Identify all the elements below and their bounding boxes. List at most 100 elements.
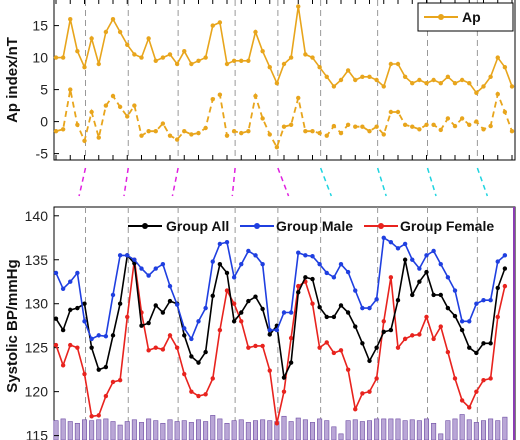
bottom-y-tick-label: 135 (25, 252, 49, 268)
group-female-point (474, 389, 479, 394)
bp-bar (338, 433, 344, 440)
group-male-point (296, 250, 301, 255)
bp-bar (224, 422, 230, 440)
group-all-point (502, 266, 508, 271)
group-all-point (217, 261, 223, 267)
group-male-point (488, 298, 493, 303)
bp-bar (302, 419, 308, 440)
group-female-point (360, 391, 365, 396)
group-all-point (338, 303, 344, 308)
ap-dashed-point (402, 122, 408, 128)
ap-dashed-point (417, 127, 422, 132)
group-all-point (60, 327, 66, 333)
bp-bar (146, 418, 152, 440)
bp-bar (466, 419, 472, 440)
ap-dashed-point (103, 103, 109, 108)
group-female-point (459, 398, 465, 403)
ap-point (345, 68, 351, 73)
group-male-point (367, 305, 372, 311)
ap-dashed-point (467, 122, 472, 128)
ap-dashed-point (132, 103, 137, 108)
group-all-point (210, 293, 215, 299)
group-all-point (395, 298, 401, 303)
ap-point (452, 81, 458, 86)
ap-dashed-point (196, 130, 201, 136)
group-female-point (110, 379, 116, 385)
group-female-point (68, 342, 73, 348)
group-all-point (89, 345, 94, 350)
group-all-point (96, 367, 101, 372)
group-all-point (481, 341, 486, 346)
top-y-tick-label: 0 (40, 114, 48, 130)
bp-bar (331, 426, 337, 440)
group-female-point (296, 283, 301, 289)
ap-dashed-point (217, 92, 223, 97)
ap-point (68, 17, 73, 22)
bp-bar (431, 422, 437, 440)
group-all-point (182, 333, 187, 338)
ap-dashed-point (410, 124, 415, 129)
group-male-point (125, 253, 130, 258)
ap-dashed-point (96, 135, 101, 140)
bp-bar (74, 422, 80, 440)
group-female-point (96, 413, 101, 418)
group-male-point (324, 270, 329, 276)
bottom-reference-lines (85, 207, 478, 440)
top-legend: Ap (417, 2, 514, 32)
group-male-line (55, 236, 506, 341)
group-all-point (153, 303, 158, 308)
bp-bar (480, 420, 487, 440)
legend-female-marker (378, 223, 384, 229)
bottom-y-axis-label: Systolic BP/mmHg (4, 259, 21, 392)
ap-point (410, 81, 415, 86)
bp-bar (60, 418, 66, 440)
ap-point (324, 74, 329, 80)
ap-dashed-point (210, 97, 215, 102)
group-male-point (402, 241, 408, 247)
ap-dashed-point (125, 114, 130, 119)
group-female-point (481, 378, 486, 383)
group-female-point (402, 336, 408, 342)
bp-bar (352, 419, 358, 440)
group-female-point (89, 414, 94, 419)
bp-bar (402, 420, 408, 440)
group-male-point (267, 327, 272, 333)
ap-dashed-point (203, 125, 208, 131)
ap-point (89, 36, 94, 41)
ap-point (160, 55, 166, 60)
ap-dashed-point (374, 124, 379, 129)
ap-point (374, 77, 379, 83)
ap-dashed-point (424, 122, 429, 128)
bottom-series-group (53, 235, 508, 426)
ap-point (246, 58, 251, 63)
ap-point (338, 77, 344, 83)
group-all-point (75, 305, 80, 311)
group-female-point (75, 345, 80, 350)
group-male-point (317, 261, 322, 267)
group-male-point (89, 336, 94, 342)
bp-bar (181, 420, 187, 440)
group-male-point (68, 279, 73, 284)
group-all-point (331, 314, 337, 320)
group-all-point (438, 292, 443, 298)
group-all-point (231, 319, 237, 324)
group-male-point (438, 261, 443, 267)
group-male-point (459, 319, 465, 324)
group-male-point (445, 275, 451, 280)
group-female-point (388, 275, 394, 280)
panel-connector (476, 167, 489, 197)
group-male-point (303, 253, 308, 258)
ap-dashed-point (317, 130, 322, 136)
panel-connector (277, 167, 290, 197)
bp-bar (317, 418, 323, 440)
group-male-point (388, 239, 394, 245)
bottom-y-ticks: 115 120 125 130 135 140 (25, 208, 59, 440)
group-male-point (153, 266, 158, 271)
bp-bar (366, 420, 373, 440)
bottom-y-tick-label: 125 (25, 340, 49, 356)
group-male-point (274, 327, 280, 333)
group-all-point (296, 290, 301, 295)
ap-point (281, 61, 287, 67)
group-female-point (53, 342, 59, 348)
